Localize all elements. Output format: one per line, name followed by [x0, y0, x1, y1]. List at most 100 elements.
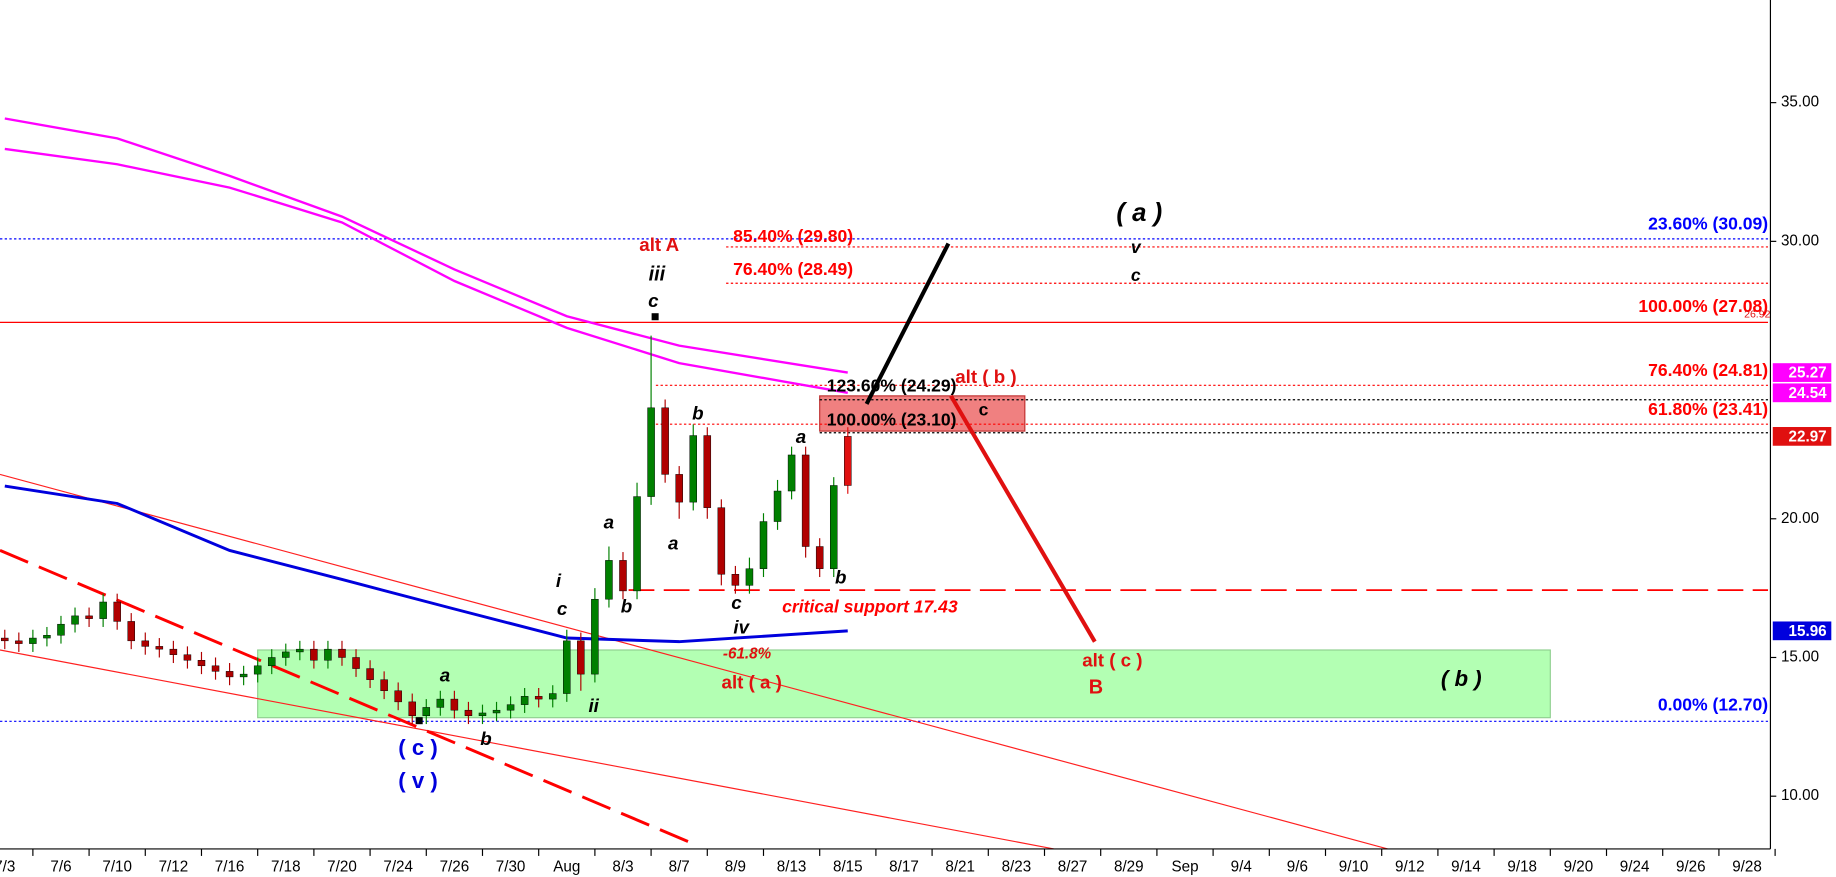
x-tick-label: 9/10 — [1339, 859, 1369, 876]
x-tick-label: 8/15 — [833, 859, 863, 876]
wave-label: a — [668, 532, 678, 553]
candle-body — [197, 660, 206, 667]
wave-label: ( v ) — [398, 768, 438, 793]
wave-label: b — [835, 566, 846, 587]
x-tick-label: 9/12 — [1395, 859, 1425, 876]
x-tick-label: 9/26 — [1676, 859, 1706, 876]
ma-line — [4, 117, 848, 374]
marker — [651, 313, 659, 321]
x-tick-label: 8/9 — [725, 859, 746, 876]
wave-label: b — [480, 728, 491, 749]
candle-body — [183, 654, 192, 661]
candle-body — [422, 707, 431, 716]
candle-body — [717, 507, 726, 575]
x-tick-label: 8/23 — [1002, 859, 1032, 876]
y-tick-label: 30.00 — [1781, 232, 1819, 249]
candle-body — [619, 560, 627, 592]
wave-label: b — [621, 596, 632, 617]
candle-body — [661, 407, 669, 475]
candle-body — [759, 521, 768, 569]
candle-body — [478, 712, 487, 716]
trend-line — [864, 242, 951, 405]
candle-body — [211, 665, 220, 672]
x-tick-label: 9/4 — [1231, 859, 1253, 876]
candle-body — [773, 490, 782, 522]
x-tick-label: 8/7 — [669, 859, 690, 876]
marker — [415, 717, 423, 725]
wave-label: b — [692, 402, 703, 423]
x-tick-label: 7/12 — [159, 859, 189, 876]
candle-body — [464, 709, 473, 716]
wave-label: iv — [733, 617, 750, 638]
candle-body — [450, 698, 459, 711]
wave-label: a — [796, 426, 806, 447]
wave-label: a — [440, 665, 450, 686]
candle-body — [169, 648, 178, 655]
level-label: 100.00% (23.10) — [827, 410, 957, 430]
level-label: 76.40% (28.49) — [733, 259, 853, 279]
x-tick-label: 8/3 — [612, 859, 633, 876]
x-tick-label: 8/27 — [1058, 859, 1088, 876]
level-label: 85.40% (29.80) — [733, 226, 853, 246]
candle-body — [633, 496, 641, 592]
price-tag-label: 25.27 — [1789, 365, 1827, 382]
candle-body — [239, 673, 248, 678]
zone — [819, 395, 1026, 432]
wave-label: c — [648, 290, 659, 311]
level-label: 61.80% (23.41) — [1648, 399, 1768, 419]
x-tick-label: 7/16 — [215, 859, 245, 876]
x-tick-label: 8/29 — [1114, 859, 1144, 876]
y-tick-label: 20.00 — [1781, 510, 1819, 527]
wave-label: a — [604, 511, 614, 532]
wave-label: v — [1131, 237, 1142, 257]
level-label: 123.60% (24.29) — [827, 376, 957, 396]
candle-body — [71, 615, 79, 625]
level-label: critical support 17.43 — [782, 596, 958, 616]
candle-body — [844, 436, 852, 486]
wave-label: alt ( a ) — [722, 672, 782, 693]
candle-body — [338, 648, 346, 658]
candle-body — [703, 435, 712, 508]
ma-line — [4, 484, 848, 644]
candle-body — [605, 560, 613, 600]
candle-body — [310, 648, 318, 661]
x-tick-label: 7/3 — [0, 859, 15, 876]
zone — [257, 649, 1551, 719]
candle-body — [591, 598, 599, 675]
level-label: 76.40% (24.81) — [1648, 360, 1768, 380]
candle-body — [815, 546, 824, 569]
candle-body — [829, 485, 838, 569]
x-tick-label: 7/20 — [327, 859, 357, 876]
candle-body — [689, 435, 697, 503]
x-tick-label: 9/14 — [1451, 859, 1481, 876]
candle-body — [801, 454, 810, 547]
x-tick-label: 7/10 — [102, 859, 132, 876]
candle-body — [267, 657, 276, 667]
x-tick-label: 9/28 — [1732, 859, 1762, 876]
x-tick-label: Sep — [1171, 859, 1198, 876]
candle-body — [534, 696, 543, 700]
candle-body — [408, 701, 416, 716]
price-tag — [1772, 363, 1832, 382]
candle-body — [745, 568, 754, 586]
candle-body — [577, 640, 585, 675]
x-tick-label: 8/13 — [777, 859, 807, 876]
candle-body — [99, 601, 107, 619]
ma-line — [4, 147, 848, 394]
x-tick-label: 8/17 — [889, 859, 919, 876]
candle-body — [506, 704, 515, 711]
level-label: 100.00% (27.08) — [1638, 296, 1768, 316]
wave-label: c — [1131, 265, 1141, 285]
y-tick-label: 10.00 — [1781, 787, 1819, 804]
candle-body — [29, 637, 37, 644]
wave-label: iii — [649, 263, 666, 285]
candle-body — [675, 474, 683, 503]
candle-body — [787, 454, 796, 492]
x-tick-label: 8/21 — [945, 859, 975, 876]
trend-line — [0, 649, 1054, 849]
candle-body — [352, 657, 360, 669]
wave-label: c — [557, 598, 568, 619]
candle-body — [225, 671, 234, 678]
